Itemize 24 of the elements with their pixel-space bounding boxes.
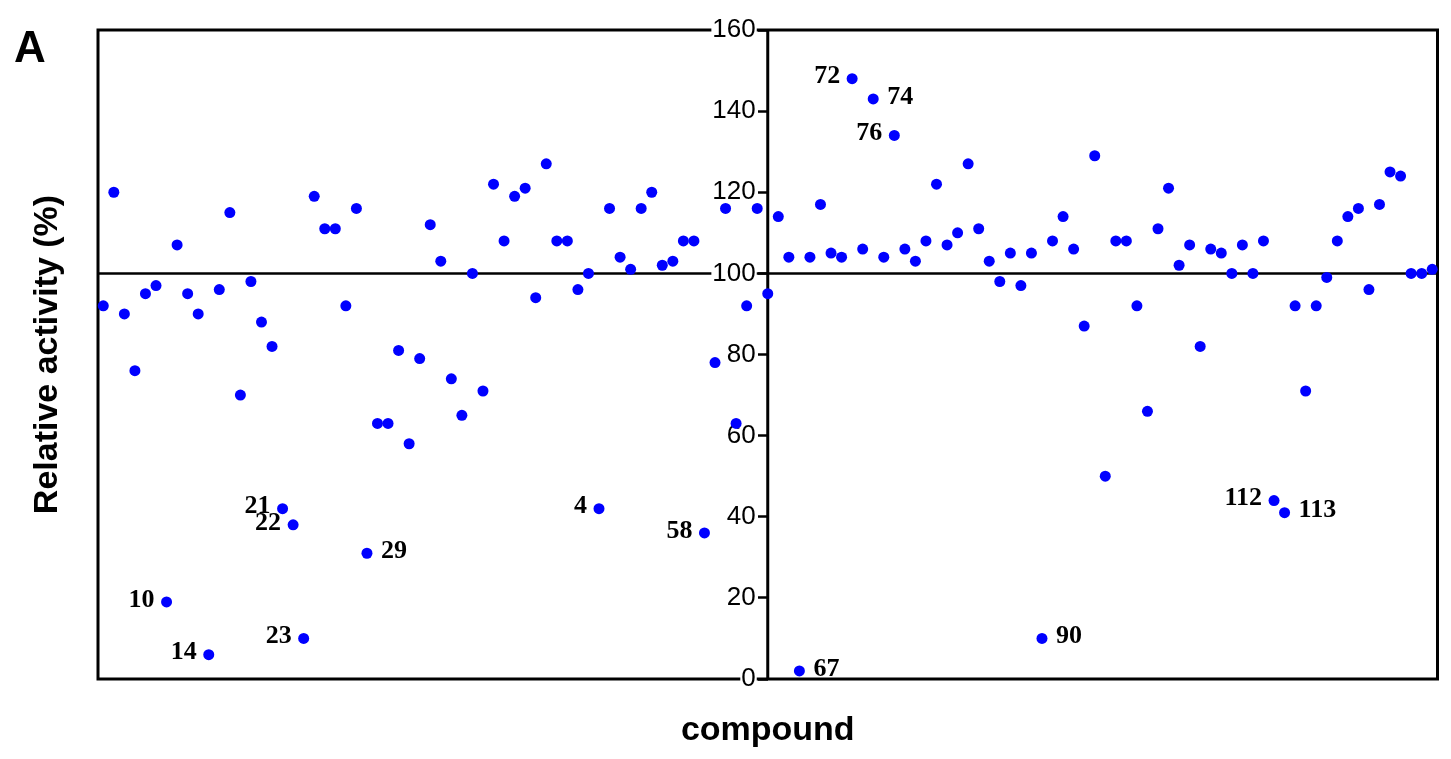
- annotation: 112: [1224, 482, 1263, 512]
- y-axis-title: Relative activity (%): [26, 194, 65, 515]
- y-tick-label: 80: [726, 337, 756, 368]
- annotation: 58: [666, 514, 693, 544]
- annotation: 74: [887, 80, 914, 110]
- annotation: 72: [814, 60, 841, 90]
- annotation: 90: [1055, 620, 1082, 650]
- annotation: 14: [170, 636, 197, 666]
- text: A: [14, 22, 46, 72]
- y-tick-label: 120: [712, 175, 756, 206]
- annotation: 67: [813, 652, 840, 682]
- annotation: 113: [1298, 494, 1337, 524]
- y-tick-label: 20: [726, 581, 756, 612]
- y-tick-label: 160: [712, 13, 756, 44]
- annotation: 10: [128, 583, 155, 613]
- annotation: 4: [573, 490, 587, 520]
- annotation: 29: [380, 534, 407, 564]
- y-tick-label: 140: [712, 94, 756, 125]
- x-axis-title: compound: [680, 709, 855, 748]
- y-tick-label: 40: [726, 499, 756, 530]
- y-tick-label: 100: [712, 256, 756, 287]
- y-tick-label: 0: [741, 662, 756, 693]
- annotation: 76: [856, 117, 883, 147]
- annotation: 23: [265, 620, 292, 650]
